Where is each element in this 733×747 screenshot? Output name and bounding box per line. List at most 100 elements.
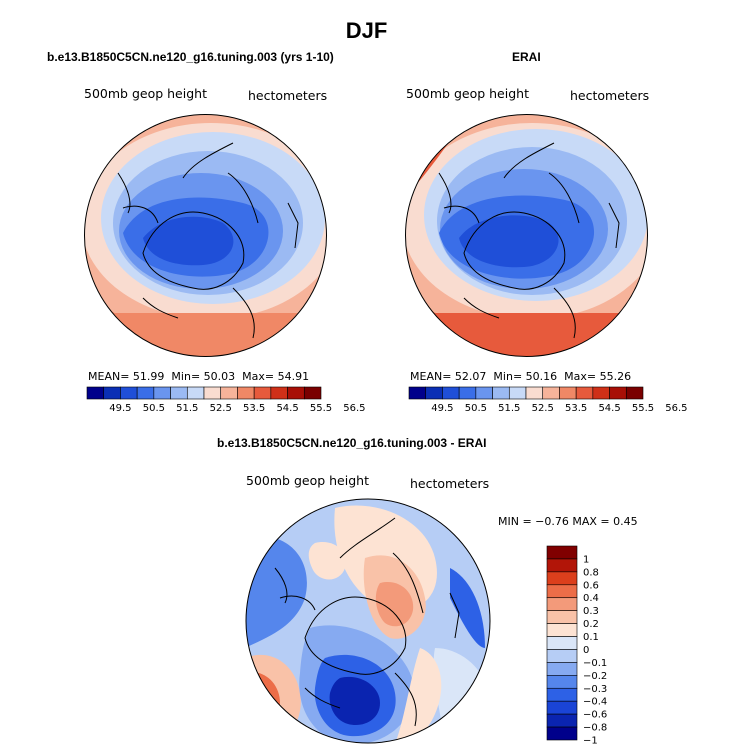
panel-3-colorbar-swatch: [546, 545, 578, 560]
panel-2-min-value: 50.16: [525, 370, 558, 383]
panel-2-mean-value: 52.07: [454, 370, 487, 383]
panel-2-min-label: Min=: [493, 370, 523, 383]
panel-1-units-label: hectometers: [248, 88, 328, 103]
panel-1-colorbar-swatch: [136, 386, 155, 400]
panel-1-stats: MEAN= 51.99 Min= 50.03 Max= 54.91: [88, 370, 309, 383]
panel-1-colorbar-swatch: [303, 386, 322, 400]
panel-2-colorbar-swatch: [508, 386, 527, 400]
panel-1-colorbar-swatch: [103, 386, 121, 400]
panel-1-colorbar-tick-label: 55.5: [310, 403, 332, 414]
panel-3-colorbar-tick-label: 0.2: [583, 619, 599, 630]
panel-2-mean-label: MEAN=: [410, 370, 452, 383]
panel-3-colorbar-tick-label: 0.8: [583, 567, 599, 578]
panel-3-colorbar-swatch: [546, 636, 578, 650]
panel-1-mean-label: MEAN=: [88, 370, 130, 383]
panel-3-units-label: hectometers: [410, 476, 490, 491]
panel-1-colorbar-swatch: [203, 386, 222, 400]
panel-1-mean-value: 51.99: [132, 370, 165, 383]
panel-3-stats: MIN = −0.76 MAX = 0.45: [498, 515, 638, 528]
panel-1-colorbar-swatch: [170, 386, 188, 400]
panel-2-colorbar-swatch: [458, 386, 477, 400]
panel-3-colorbar-tick-label: 0.6: [583, 580, 599, 591]
panel-3-colorbar-swatch: [546, 584, 578, 599]
panel-1-colorbar-tick-label: 54.5: [276, 403, 298, 414]
panel-3-colorbar-swatch: [546, 558, 578, 573]
panel-3-colorbar-tick-label: −0.8: [583, 723, 607, 734]
panel-2-colorbar-swatch: [575, 386, 594, 400]
panel-3-colorbar: 1 0.8 0.6 0.4 0.3 0.2 0.1 0 −0.1 −0.2 −0.3 −0.4 −0.6…: [546, 545, 607, 747]
panel-1-colorbar-swatch: [86, 386, 105, 400]
panel-3-colorbar-swatch: [546, 687, 578, 702]
panel-2-colorbar-swatch: [609, 386, 627, 400]
panel-3-variable-label: 500mb geop height: [246, 473, 369, 488]
panel-2-colorbar-tick-label: 53.5: [565, 403, 587, 414]
panel-2-colorbar-tick-label: 56.5: [665, 403, 687, 414]
panel-1-colorbar-tick-label: 52.5: [210, 403, 232, 414]
panel-1-colorbar-tick-label: 53.5: [243, 403, 265, 414]
panel-2-colorbar-swatch: [592, 386, 610, 400]
panel-3-colorbar-swatch: [546, 675, 578, 689]
panel-1-colorbar-swatch: [237, 386, 255, 400]
page-title: DJF: [345, 18, 388, 43]
panel-1-min-value: 50.03: [203, 370, 236, 383]
panel-2-max-label: Max=: [564, 370, 597, 383]
panel-3-polar-map: [245, 498, 491, 744]
panel-2-variable-label: 500mb geop height: [406, 86, 529, 101]
panel-3-colorbar-tick-label: −0.2: [583, 671, 607, 682]
panel-3-colorbar-tick-label: −1: [583, 736, 598, 747]
panel-3-colorbar-tick-label: −0.1: [583, 658, 607, 669]
panel-3-colorbar-swatch: [546, 662, 578, 676]
panel-2-colorbar-swatch: [625, 386, 644, 400]
panel-2-colorbar-tick-label: 54.5: [598, 403, 620, 414]
panel-1-title: b.e13.B1850C5CN.ne120_g16.tuning.003 (yr…: [47, 50, 334, 64]
panel-2-colorbar-swatch: [425, 386, 443, 400]
panel-3-colorbar-swatch: [546, 649, 578, 663]
panel-2-colorbar-swatch: [559, 386, 577, 400]
panel-1-colorbar: 49.5 50.5 51.5 52.5 53.5 54.5 55.5 56.5: [86, 386, 366, 414]
panel-1-colorbar-tick-label: 51.5: [176, 403, 198, 414]
panel-1-colorbar-tick-label: 56.5: [343, 403, 365, 414]
panel-3-colorbar-swatch: [546, 726, 578, 741]
panel-2-colorbar: 49.5 50.5 51.5 52.5 53.5 54.5 55.5 56.5: [408, 386, 688, 414]
panel-2-colorbar-swatch: [442, 386, 460, 400]
panel-3-colorbar-tick-label: 0: [583, 645, 589, 656]
panel-3-colorbar-swatch: [546, 700, 578, 715]
panel-1-colorbar-swatch: [253, 386, 272, 400]
panel-2-polar-map: [405, 114, 648, 357]
panel-1-colorbar-swatch: [153, 386, 171, 400]
panel-3-colorbar-tick-label: 1: [583, 554, 589, 565]
panel-1-max-label: Max=: [242, 370, 275, 383]
panel-2-units-label: hectometers: [570, 88, 650, 103]
panel-2-colorbar-tick-label: 52.5: [532, 403, 554, 414]
panel-3-colorbar-swatch: [546, 610, 578, 624]
panel-3-colorbar-swatch: [546, 713, 578, 728]
panel-2-max-value: 55.26: [599, 370, 632, 383]
panel-1-min-label: Min=: [171, 370, 201, 383]
panel-2-colorbar-swatch: [525, 386, 544, 400]
panel-2-colorbar-tick-label: 51.5: [498, 403, 520, 414]
panel-2-title: ERAI: [512, 50, 541, 64]
panel-2-colorbar-tick-label: 55.5: [632, 403, 654, 414]
panel-3-colorbar-tick-label: −0.6: [583, 710, 607, 721]
panel-3-colorbar-tick-label: −0.4: [583, 697, 607, 708]
panel-3-colorbar-tick-label: 0.4: [583, 593, 599, 604]
panel-1-colorbar-swatch: [120, 386, 138, 400]
panel-1-colorbar-swatch: [220, 386, 238, 400]
panel-3-colorbar-tick-label: −0.3: [583, 684, 607, 695]
panel-2-colorbar-swatch: [542, 386, 560, 400]
panel-3-colorbar-swatch: [546, 623, 578, 637]
panel-2-stats: MEAN= 52.07 Min= 50.16 Max= 55.26: [410, 370, 631, 383]
panel-1-colorbar-swatch: [186, 386, 205, 400]
panel-1-colorbar-swatch: [287, 386, 305, 400]
panel-3-colorbar-swatch: [546, 597, 578, 611]
panel-1-colorbar-tick-label: 49.5: [109, 403, 131, 414]
panel-3-title: b.e13.B1850C5CN.ne120_g16.tuning.003 - E…: [217, 436, 487, 450]
panel-1-colorbar-tick-label: 50.5: [143, 403, 165, 414]
panel-2-colorbar-swatch: [408, 386, 427, 400]
panel-3-colorbar-tick-label: 0.3: [583, 606, 599, 617]
panel-1-colorbar-swatch: [270, 386, 288, 400]
panel-2-colorbar-swatch: [475, 386, 493, 400]
panel-1-polar-map: [84, 114, 327, 357]
panel-1-variable-label: 500mb geop height: [84, 86, 207, 101]
panel-3-colorbar-tick-label: 0.1: [583, 632, 599, 643]
